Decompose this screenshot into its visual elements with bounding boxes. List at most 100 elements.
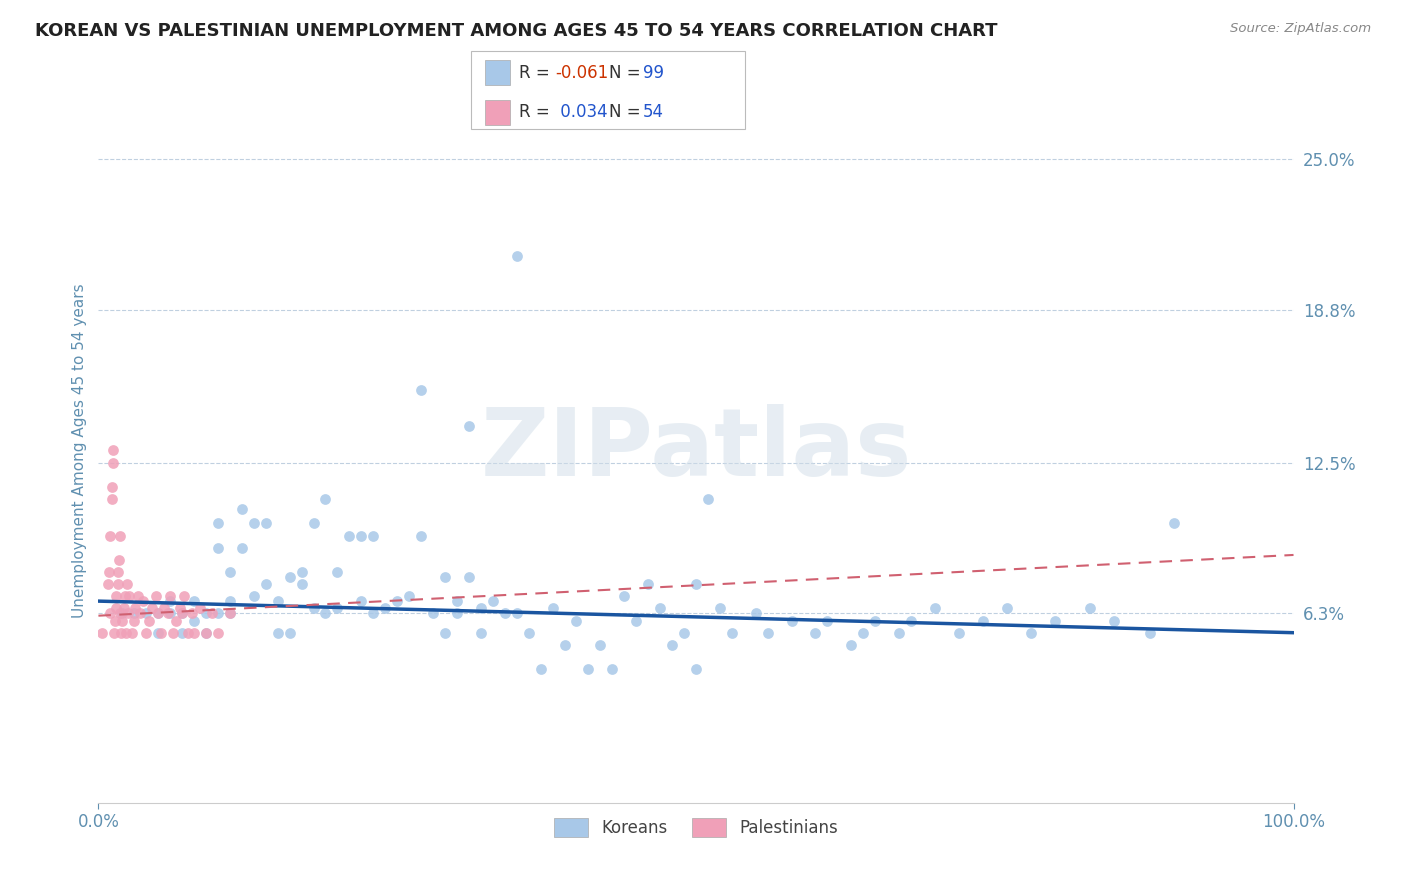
Point xyxy=(697,491,720,506)
Point xyxy=(173,589,195,603)
Point xyxy=(326,565,349,579)
Point xyxy=(219,594,242,608)
Point xyxy=(135,625,157,640)
Point xyxy=(101,443,124,458)
Point xyxy=(195,625,218,640)
Point xyxy=(107,553,129,567)
Point xyxy=(121,625,143,640)
Point xyxy=(159,589,181,603)
Point xyxy=(411,528,433,542)
Point xyxy=(98,565,121,579)
Point xyxy=(350,528,373,542)
Point xyxy=(148,625,170,640)
Point xyxy=(243,516,266,531)
Point xyxy=(103,625,125,640)
Point xyxy=(165,614,187,628)
Y-axis label: Unemployment Among Ages 45 to 54 years: Unemployment Among Ages 45 to 54 years xyxy=(72,283,87,618)
Point xyxy=(111,607,134,621)
Point xyxy=(177,625,200,640)
Point xyxy=(101,456,124,470)
Point xyxy=(159,607,181,621)
Point xyxy=(291,565,314,579)
Point xyxy=(153,601,176,615)
Point xyxy=(517,625,540,640)
Point xyxy=(458,570,481,584)
Point xyxy=(350,594,373,608)
Point xyxy=(530,662,553,676)
Point xyxy=(149,625,172,640)
Point xyxy=(411,383,433,397)
Point xyxy=(637,577,659,591)
Point xyxy=(541,601,564,615)
Point xyxy=(172,607,194,621)
Point xyxy=(195,625,218,640)
Point xyxy=(100,491,122,506)
Point xyxy=(180,607,202,621)
Point xyxy=(948,625,970,640)
Point xyxy=(481,594,505,608)
Point xyxy=(148,607,170,621)
Point xyxy=(602,662,624,676)
Point xyxy=(685,662,707,676)
Point xyxy=(434,625,457,640)
Point xyxy=(385,594,409,608)
Point xyxy=(900,614,922,628)
Point xyxy=(135,607,157,621)
Point xyxy=(924,601,946,615)
Point xyxy=(578,662,600,676)
Point xyxy=(1163,516,1185,531)
Point xyxy=(105,589,128,603)
Point xyxy=(278,570,301,584)
Point xyxy=(315,607,337,621)
Point xyxy=(162,625,184,640)
Point xyxy=(506,249,529,263)
Text: 0.034: 0.034 xyxy=(555,103,607,121)
Point xyxy=(112,601,135,615)
Point xyxy=(243,589,266,603)
Point xyxy=(972,614,994,628)
Point xyxy=(159,594,181,608)
Point xyxy=(254,577,277,591)
Point xyxy=(183,594,205,608)
Point xyxy=(374,601,396,615)
Point xyxy=(470,601,492,615)
Point xyxy=(865,614,887,628)
Point xyxy=(188,601,211,615)
Point xyxy=(1139,625,1161,640)
Point xyxy=(291,577,314,591)
Point xyxy=(278,625,301,640)
Point xyxy=(506,607,529,621)
Point xyxy=(207,516,229,531)
Point xyxy=(207,541,229,555)
Point xyxy=(363,607,385,621)
Point xyxy=(254,516,277,531)
Text: 54: 54 xyxy=(643,103,664,121)
Point xyxy=(302,601,325,615)
Point xyxy=(183,625,205,640)
Point xyxy=(201,607,224,621)
Point xyxy=(446,594,468,608)
Point xyxy=(458,419,481,434)
Point xyxy=(685,577,707,591)
Text: ZIPatlas: ZIPatlas xyxy=(481,404,911,497)
Point xyxy=(183,614,205,628)
Point xyxy=(1104,614,1126,628)
Point xyxy=(98,607,122,621)
Point xyxy=(363,528,385,542)
Point xyxy=(118,589,141,603)
Point xyxy=(626,614,648,628)
Point xyxy=(114,589,136,603)
Point xyxy=(554,638,576,652)
Text: Source: ZipAtlas.com: Source: ZipAtlas.com xyxy=(1230,22,1371,36)
Point xyxy=(756,625,779,640)
Point xyxy=(673,625,696,640)
Point xyxy=(780,614,803,628)
Point xyxy=(124,614,146,628)
Point xyxy=(267,625,290,640)
Point xyxy=(231,541,253,555)
Point xyxy=(219,607,242,621)
Point xyxy=(115,625,138,640)
Point xyxy=(231,501,253,516)
Point xyxy=(104,614,127,628)
Point xyxy=(889,625,911,640)
